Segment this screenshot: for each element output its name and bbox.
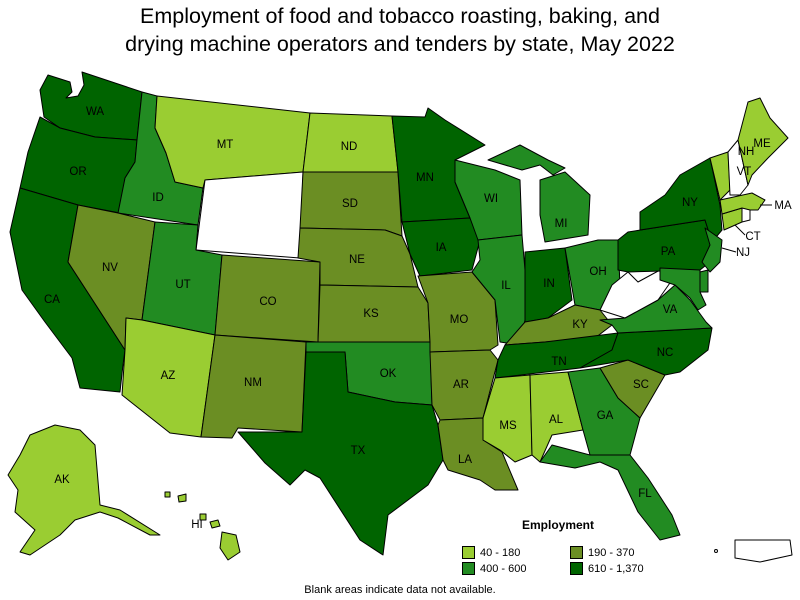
state-label-ca: CA [44,294,60,306]
leader-lines [721,204,772,253]
state-label-ak: AK [54,474,70,486]
state-label-nj: NJ [736,247,750,259]
state-de[interactable] [699,269,709,293]
state-ma[interactable] [719,192,766,215]
map-title: Employment of food and tobacco roasting,… [0,2,800,58]
state-label-vt: VT [737,166,752,178]
state-label-pa: PA [661,246,676,258]
footnote: Blank areas indicate data not available. [304,584,496,596]
state-label-ks: KS [363,308,379,320]
state-wy[interactable] [195,171,304,259]
state-nc[interactable] [579,327,713,376]
state-label-nd: ND [341,141,358,153]
legend-label-3: 400 - 600 [480,562,527,575]
state-label-ct: CT [745,231,760,243]
state-me[interactable] [737,97,789,186]
legend-item-1: 40 - 180 [462,546,520,559]
state-md[interactable] [659,267,707,311]
legend-swatch-4 [570,562,583,575]
state-wa[interactable] [39,71,143,141]
state-label-tn: TN [551,356,566,368]
state-label-ms: MS [499,420,517,432]
state-label-hi: HI [191,519,203,531]
state-label-co: CO [259,296,276,308]
title-line-1: Employment of food and tobacco roasting,… [140,4,660,28]
state-label-mo: MO [450,314,469,326]
state-nj[interactable] [701,227,723,273]
legend-label-1: 40 - 180 [480,546,521,559]
title-line-2: drying machine operators and tenders by … [125,32,675,56]
state-label-al: AL [549,414,564,426]
state-label-wa: WA [86,106,104,118]
state-label-oh: OH [589,266,606,278]
legend-label-4: 610 - 1,370 [588,562,644,575]
state-label-ma: MA [774,200,792,212]
state-label-mt: MT [217,139,234,151]
legend-swatch-1 [462,546,475,559]
state-in[interactable] [524,247,573,323]
state-tx[interactable] [237,351,444,556]
legend-item-4: 610 - 1,370 [570,562,644,575]
state-ak[interactable] [7,424,161,556]
state-label-nc: NC [657,347,674,359]
state-label-wi: WI [484,193,498,205]
state-label-ga: GA [597,410,614,422]
state-label-nv: NV [102,262,118,274]
state-label-sd: SD [342,198,358,210]
state-label-mi: MI [555,218,568,230]
state-label-sc: SC [633,379,649,391]
state-label-ok: OK [380,368,397,380]
state-labels: WA OR CA ID NV MT UT AZ CO NM ND SD NE KS OK TX MN IA MO AR… [44,106,792,531]
state-nh[interactable] [727,139,749,196]
state-ny[interactable] [639,157,723,243]
state-label-ar: AR [453,379,469,391]
legend-swatch-3 [462,562,475,575]
state-fl[interactable] [539,444,681,541]
state-label-nh: NH [738,146,755,158]
state-label-mn: MN [416,172,434,184]
state-sc[interactable] [599,359,666,419]
state-label-la: LA [458,454,472,466]
state-label-ia: IA [436,242,447,254]
state-label-ut: UT [175,279,190,291]
state-label-az: AZ [161,370,176,382]
state-label-in: IN [543,278,555,290]
state-pr[interactable] [734,539,793,563]
state-mi[interactable] [487,144,591,243]
state-label-tx: TX [351,445,366,457]
legend-swatch-2 [570,546,583,559]
legend-item-2: 190 - 370 [570,546,634,559]
state-il[interactable] [471,234,529,346]
state-label-ky: KY [572,319,588,331]
legend-item-3: 400 - 600 [462,562,526,575]
state-hi[interactable] [164,491,241,561]
state-label-or: OR [69,166,86,178]
state-label-va: VA [663,304,678,316]
state-label-ny: NY [682,197,698,209]
legend-label-2: 190 - 370 [588,546,635,559]
state-label-id: ID [152,192,164,204]
state-label-me: ME [753,138,771,150]
us-virgin-islands [714,549,718,553]
state-label-fl: FL [638,488,652,500]
state-label-il: IL [501,280,511,292]
state-label-nm: NM [244,377,262,389]
state-label-ne: NE [349,254,365,266]
legend-title: Employment [522,518,595,532]
